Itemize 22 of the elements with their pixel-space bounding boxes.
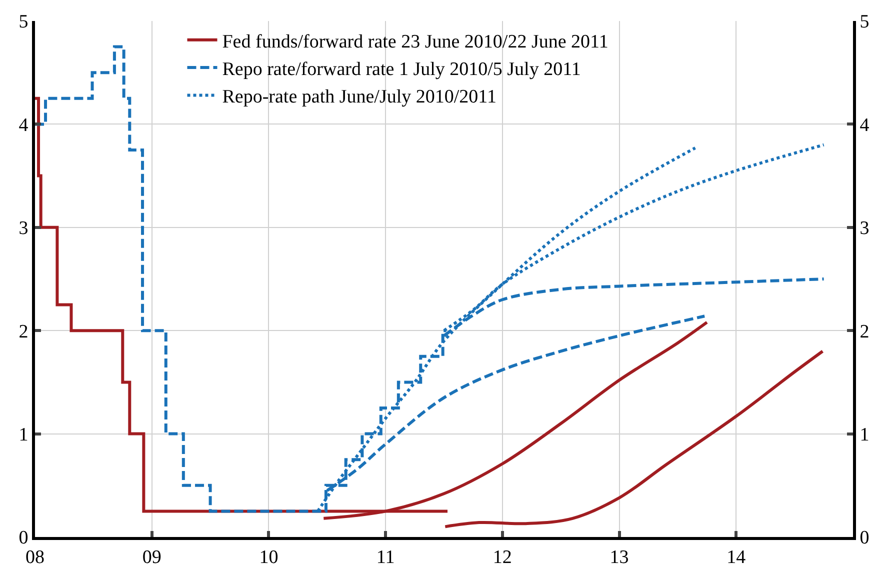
legend-label: Fed funds/forward rate 23 June 2010/22 June 2011 (222, 31, 608, 52)
y2-tick-label: 5 (860, 12, 870, 33)
x-tick-label: 08 (26, 546, 44, 568)
x-tick-label: 09 (142, 546, 162, 568)
x-tick-label: 11 (376, 546, 395, 568)
y-tick-label: 1 (18, 424, 28, 446)
y-tick-label: 4 (18, 114, 29, 136)
y2-tick-label: 4 (860, 114, 870, 136)
legend-label: Repo-rate path June/July 2010/2011 (222, 86, 496, 108)
y2-tick-label: 0 (860, 528, 870, 549)
y-tick-label: 5 (18, 12, 28, 33)
y-tick-label: 0 (18, 528, 28, 549)
y2-tick-label: 1 (860, 424, 870, 446)
x-tick-label: 12 (492, 546, 512, 568)
y-tick-label: 2 (18, 321, 28, 342)
x-tick-label: 10 (259, 546, 278, 568)
legend-label: Repo rate/forward rate 1 July 2010/5 July 2011 (222, 58, 581, 80)
x-tick-label: 14 (726, 546, 746, 568)
x-tick-label: 13 (610, 546, 629, 568)
y-tick-label: 3 (18, 218, 28, 240)
y2-tick-label: 3 (860, 218, 870, 240)
y2-tick-label: 2 (860, 321, 870, 342)
